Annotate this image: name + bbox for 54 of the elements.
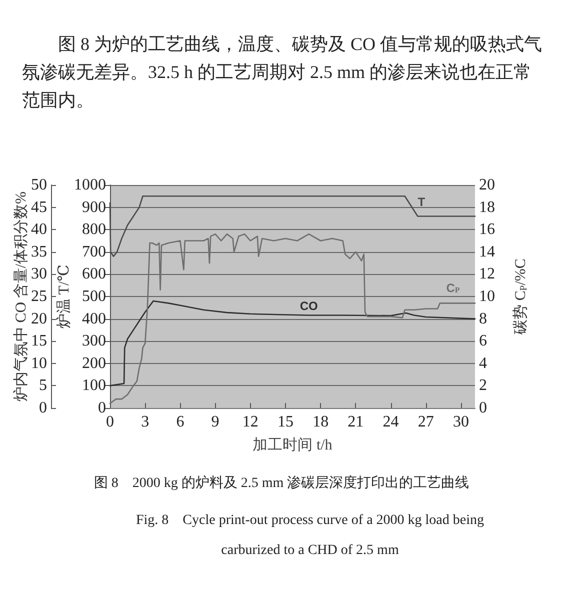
y2-tick-label: 2 bbox=[479, 377, 487, 394]
line-series bbox=[109, 233, 476, 404]
line-series bbox=[109, 300, 476, 386]
y3-tick-label: 5 bbox=[39, 377, 47, 394]
y3-axis-title: 炉内气氛中 CO 含量/体积分数% bbox=[12, 192, 30, 402]
x-tick-label: 21 bbox=[348, 414, 364, 430]
x-tick-label: 30 bbox=[452, 414, 469, 430]
y-tick-label: 200 bbox=[82, 354, 106, 372]
x-tick-label: 9 bbox=[211, 414, 220, 430]
y3-tick-label: 50 bbox=[31, 176, 47, 194]
y3-tick-label: 40 bbox=[31, 221, 47, 238]
y-tick-label: 500 bbox=[82, 288, 106, 305]
series-label: T bbox=[418, 195, 426, 210]
y3-tick-label: 20 bbox=[31, 310, 47, 328]
y2-tick-label: 18 bbox=[479, 198, 495, 216]
y2-tick-label: 4 bbox=[479, 354, 487, 372]
y-tick-label: 700 bbox=[82, 243, 106, 260]
x-tick-label: 12 bbox=[242, 414, 258, 430]
x-tick-label: 3 bbox=[141, 414, 150, 430]
x-tick-label: 24 bbox=[382, 414, 399, 430]
y3-tick-label: 45 bbox=[31, 198, 47, 216]
y2-tick-label: 10 bbox=[479, 288, 495, 305]
x-tick-label: 15 bbox=[277, 414, 294, 430]
x-tick-label: 18 bbox=[312, 414, 329, 430]
caption: 图 8 2000 kg 的炉料及 2.5 mm 渗碳层深度打印出的工艺曲线 bbox=[92, 474, 470, 492]
y3-tick-label: 25 bbox=[31, 288, 47, 305]
y-tick-label: 100 bbox=[82, 377, 106, 394]
y-tick-label: 900 bbox=[82, 198, 106, 216]
y-tick-label: 600 bbox=[82, 266, 106, 283]
y2-tick-label: 14 bbox=[479, 243, 495, 260]
y2-tick-label: 8 bbox=[479, 310, 487, 328]
x-tick-label: 6 bbox=[176, 414, 184, 430]
y-tick-label: 0 bbox=[98, 400, 106, 416]
y2-tick-label: 20 bbox=[479, 176, 495, 194]
y2-tick-label: 16 bbox=[479, 221, 495, 238]
y3-tick-label: 0 bbox=[39, 400, 47, 416]
x-axis-title: 加工时间 t/h bbox=[252, 436, 333, 454]
x-tick-label: 27 bbox=[418, 414, 434, 430]
y2-axis-title: 碳势 CP/%C bbox=[512, 258, 530, 336]
y-tick-label: 800 bbox=[82, 221, 106, 238]
series-label: CO bbox=[300, 299, 318, 314]
y-axis-title: 炉温 T/℃ bbox=[56, 264, 72, 328]
y3-tick-label: 35 bbox=[31, 243, 47, 260]
y3-tick-label: 10 bbox=[31, 354, 47, 372]
caption: 图 8 为炉的工艺曲线，温度、碳势及 CO 值与常规的吸热式气氛渗碳无差异。32.5 h 的工艺周期对 2.5 mm 的渗层来说也在正常范围内。 bbox=[22, 33, 542, 112]
y-tick-label: 1000 bbox=[74, 176, 106, 194]
y-tick-label: 300 bbox=[82, 332, 106, 350]
y-tick-label: 400 bbox=[82, 310, 106, 328]
y2-tick-label: 6 bbox=[479, 332, 487, 350]
y2-tick-label: 12 bbox=[479, 266, 495, 283]
y3-tick-label: 30 bbox=[31, 266, 47, 283]
y3-tick-label: 15 bbox=[31, 332, 47, 350]
caption: Fig. 8 Cycle print-out process curve of a 2000 kg load being carburized to a CHD of 2.5 mm bbox=[135, 512, 485, 560]
y2-tick-label: 0 bbox=[479, 400, 487, 416]
